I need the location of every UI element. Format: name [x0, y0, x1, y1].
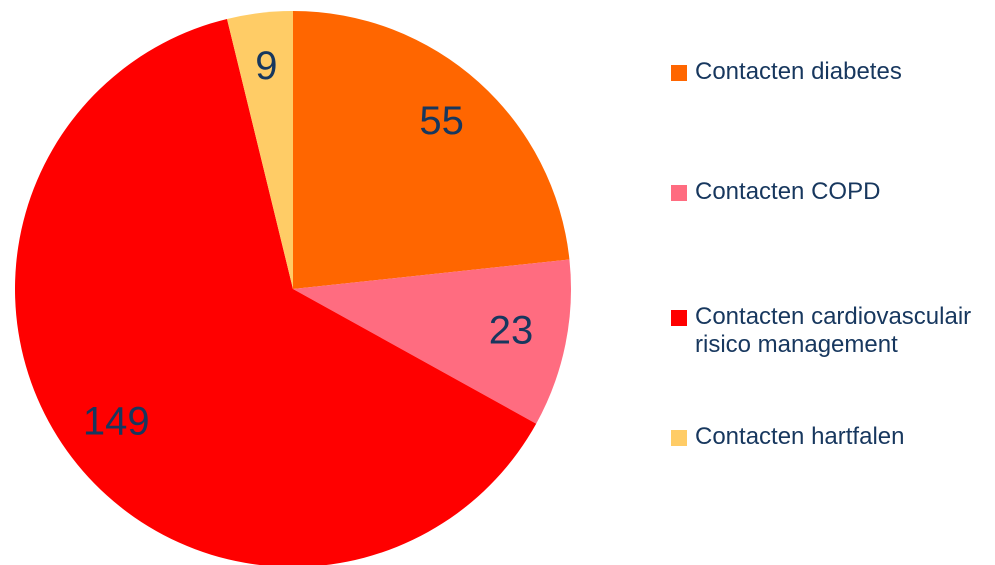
value-label: 149: [83, 400, 150, 444]
legend-label: Contacten diabetes: [695, 58, 902, 85]
legend-item: Contacten cardiovasculair risico managem…: [671, 303, 991, 359]
value-label: 23: [489, 309, 534, 353]
legend-item: Contacten diabetes: [671, 58, 991, 86]
pie-slice: [293, 11, 570, 289]
legend-swatch: [671, 310, 687, 326]
legend-swatch: [671, 65, 687, 81]
pie-slice: [293, 259, 571, 424]
pie: 55 23 149 9: [15, 11, 571, 565]
legend-item: Contacten COPD: [671, 178, 991, 206]
pie-slice: [227, 11, 293, 289]
legend-swatch: [671, 185, 687, 201]
legend-item: Contacten hartfalen: [671, 423, 991, 451]
legend-label: Contacten COPD: [695, 178, 881, 205]
value-label: 9: [255, 44, 277, 88]
legend-label: Contacten cardiovasculair risico managem…: [695, 303, 972, 358]
legend-label: Contacten hartfalen: [695, 423, 905, 450]
legend-swatch: [671, 430, 687, 446]
pie-slice: [15, 18, 537, 565]
value-label: 55: [419, 99, 464, 143]
